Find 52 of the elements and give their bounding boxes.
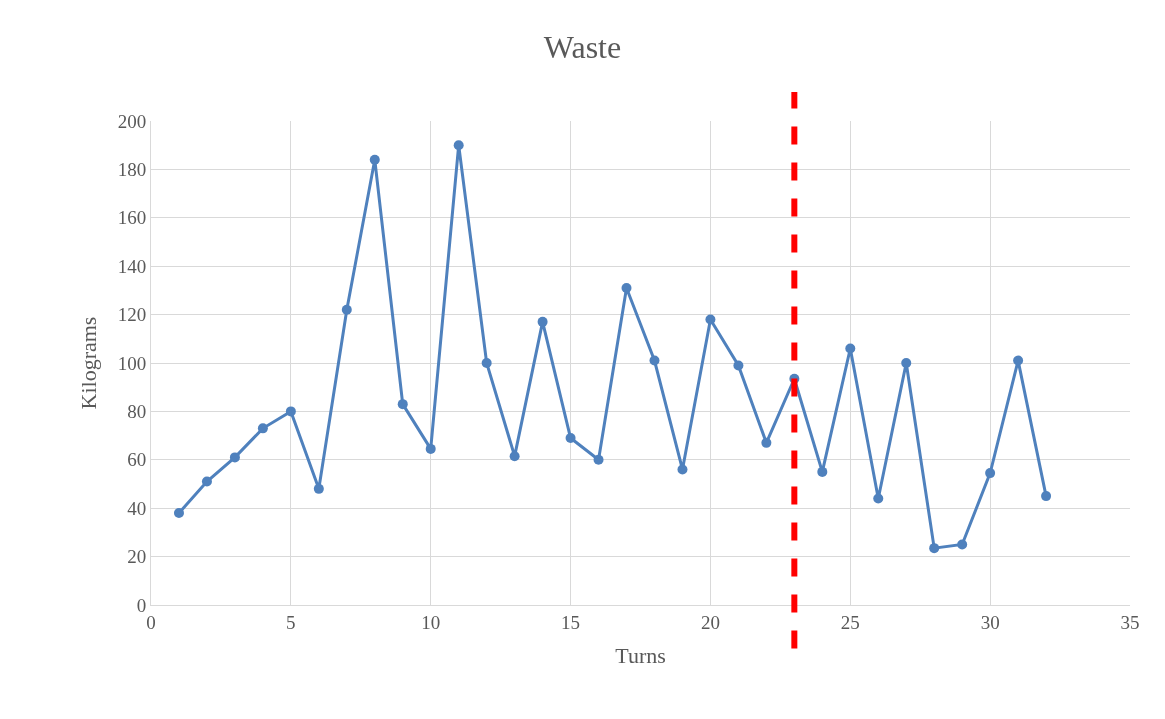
x-tick-label: 10 — [421, 611, 441, 633]
chart-title: Waste — [543, 28, 622, 65]
x-tick-label: 25 — [840, 611, 860, 633]
point — [313, 483, 324, 494]
y-tick-label: 80 — [127, 401, 147, 423]
y-tick-label: 40 — [127, 497, 147, 519]
x-tick-label: 30 — [980, 611, 1000, 633]
point — [229, 452, 240, 463]
point — [677, 464, 688, 475]
y-tick-label: 200 — [117, 110, 147, 132]
point — [173, 508, 184, 519]
y-tick-label: 180 — [117, 159, 147, 181]
point — [425, 443, 436, 454]
point — [397, 399, 408, 410]
x-tick-label: 20 — [700, 611, 720, 633]
x-tick-label: 35 — [1120, 611, 1140, 633]
point — [705, 314, 716, 325]
x-tick-label: 5 — [286, 611, 296, 633]
y-tick-label: 0 — [136, 594, 147, 616]
point — [985, 468, 996, 479]
point — [1013, 355, 1024, 366]
point — [565, 433, 576, 444]
x-tick-label: 15 — [561, 611, 581, 633]
point — [285, 406, 296, 417]
point — [649, 355, 660, 366]
point — [621, 282, 632, 293]
y-tick-label: 160 — [117, 207, 147, 229]
point — [1041, 491, 1052, 502]
point — [817, 466, 828, 477]
y-axis-title: Kilograms — [75, 316, 101, 410]
point — [257, 423, 268, 434]
point — [957, 539, 968, 550]
point — [481, 358, 492, 368]
point — [733, 360, 744, 371]
point — [593, 454, 604, 465]
point — [453, 140, 464, 151]
point — [509, 451, 520, 462]
point — [901, 358, 912, 368]
y-tick-label: 120 — [117, 304, 147, 326]
y-tick-label: 20 — [127, 546, 147, 568]
point — [341, 304, 352, 315]
y-tick-label: 140 — [117, 255, 147, 277]
y-tick-label: 60 — [127, 449, 147, 471]
point — [537, 316, 548, 327]
point — [761, 437, 772, 448]
point — [929, 543, 940, 554]
y-tick-label: 100 — [117, 352, 147, 374]
point — [201, 476, 212, 487]
x-axis-title: Turns — [615, 642, 666, 668]
point — [845, 343, 856, 354]
point — [369, 154, 380, 165]
point — [873, 493, 884, 504]
